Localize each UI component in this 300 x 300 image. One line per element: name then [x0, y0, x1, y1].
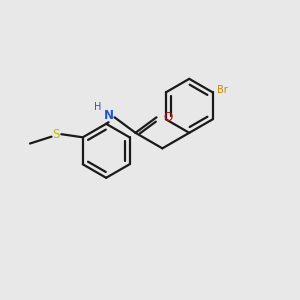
Text: S: S	[53, 128, 60, 141]
Text: N: N	[103, 109, 114, 122]
Text: H: H	[94, 101, 101, 112]
Text: O: O	[164, 111, 172, 124]
Text: Br: Br	[217, 85, 227, 95]
